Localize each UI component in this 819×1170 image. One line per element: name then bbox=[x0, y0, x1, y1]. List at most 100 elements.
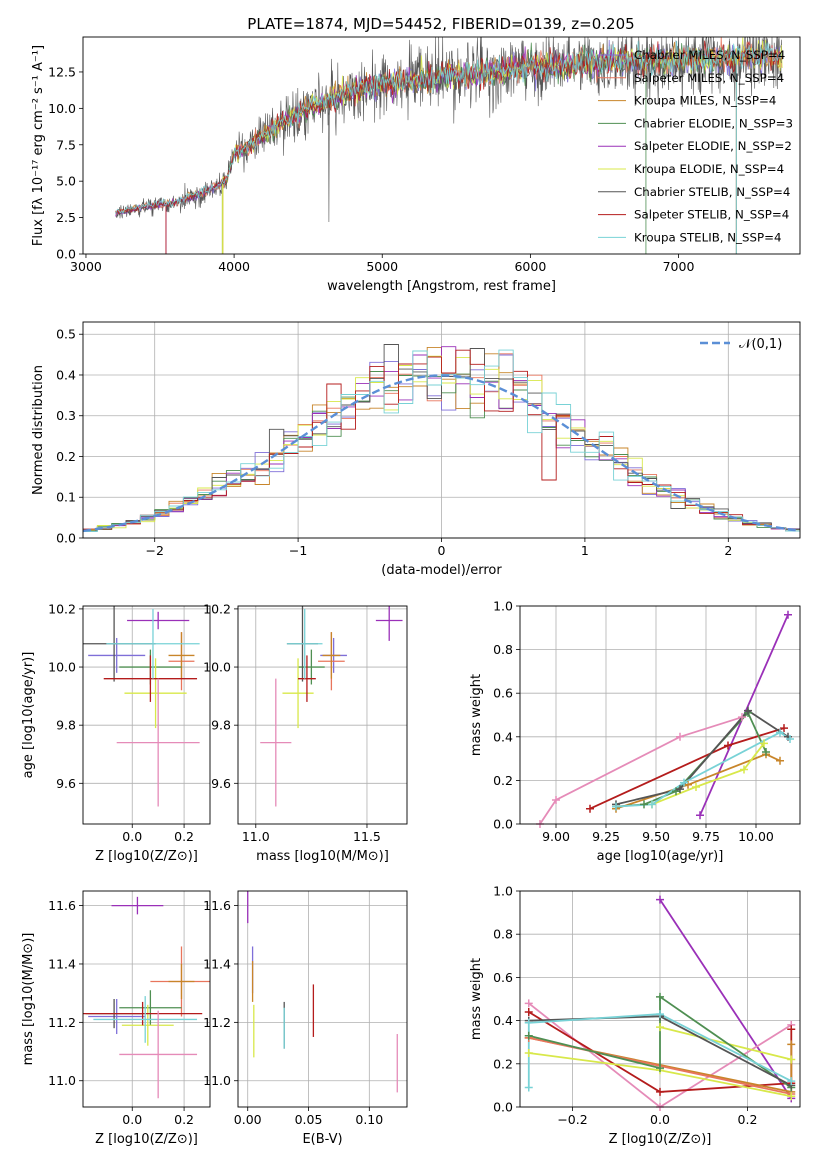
model-spectrum-line bbox=[115, 40, 782, 215]
panel-spectrum: 3000 4000 5000 6000 7000 0.0 2.5 5.0 7.5 10.0 12.5… bbox=[31, 36, 801, 294]
weight-point-marker bbox=[787, 1055, 796, 1064]
axes-frame bbox=[237, 890, 408, 1108]
weight-point-marker bbox=[787, 1025, 796, 1034]
panel-mass_vs_EBV: 0.00 0.05 0.10 11.0 11.2 11.4 11.6 E(B-V) bbox=[203, 890, 408, 1147]
residuals-x-axis-label: (data-model)/error bbox=[381, 563, 502, 578]
age_vs_mass-x-axis-label: mass [log10(M/M⊙)] bbox=[256, 849, 389, 864]
weight-point-marker bbox=[776, 728, 784, 737]
legend-entry-label: Kroupa STELIB, N_SSP=4 bbox=[634, 230, 781, 244]
age_vs_Z-x-tick-label: 0.2 bbox=[174, 829, 194, 844]
mass_vs_EBV-y-tick-label: 11.0 bbox=[203, 1073, 231, 1088]
age_vs_mass-gridlines bbox=[238, 606, 407, 824]
spectrum-y-tick-label: 12.5 bbox=[48, 64, 76, 79]
weight-series-line bbox=[615, 709, 789, 806]
residuals-y-tick-label: 0.2 bbox=[56, 449, 76, 464]
weight_vs_age-x-tick-label: 9.75 bbox=[692, 829, 720, 844]
axes-frame bbox=[519, 605, 801, 825]
weight_vs_age-x-axis-label: age [log10(age/yr)] bbox=[597, 849, 724, 864]
weight-point-marker bbox=[787, 1077, 796, 1086]
weight_vs_Z-y-tick-label: 0.2 bbox=[493, 1056, 513, 1071]
weight_vs_age-x-tick-label: 9.50 bbox=[642, 829, 670, 844]
mass_vs_Z-y-axis-label: mass [log10(M/M⊙)] bbox=[21, 933, 36, 1066]
axes-frame bbox=[519, 890, 801, 1108]
weight-point-marker bbox=[762, 748, 770, 757]
weight-point-marker bbox=[612, 802, 620, 811]
weight_vs_age-y-tick-label: 0.0 bbox=[493, 817, 513, 832]
weight_vs_Z-y-tick-label: 0.8 bbox=[493, 927, 513, 942]
weight-point-marker bbox=[740, 765, 748, 774]
weight_vs_age-x-tick-label: 9.25 bbox=[592, 829, 620, 844]
weight-point-marker bbox=[784, 610, 792, 619]
spectrum-y-tick-label: 0.0 bbox=[56, 247, 76, 262]
spectrum-x-axis-label: wavelength [Angstrom, rest frame] bbox=[327, 279, 556, 294]
age_vs_Z-y-tick-label: 9.6 bbox=[56, 776, 76, 791]
legend-entry-label: Kroupa ELODIE, N_SSP=4 bbox=[634, 162, 784, 176]
weight_vs_Z-y-tick-label: 1.0 bbox=[493, 884, 513, 899]
weight-point-marker bbox=[552, 796, 560, 805]
spectrum-y-tick-label: 10.0 bbox=[48, 101, 76, 116]
axes-frame bbox=[82, 605, 211, 825]
axes-frame bbox=[82, 890, 211, 1108]
weight-point-marker bbox=[524, 1031, 533, 1040]
model-spectrum-line bbox=[115, 40, 782, 215]
weight-point-marker bbox=[648, 800, 656, 809]
weight_vs_Z-x-tick-label: −0.2 bbox=[557, 1112, 587, 1127]
weight-series-line bbox=[528, 995, 792, 1089]
weight-point-marker bbox=[738, 713, 746, 722]
figure-title: PLATE=1874, MJD=54452, FIBERID=0139, z=0… bbox=[247, 15, 634, 33]
residuals-y-tick-label: 0.4 bbox=[56, 367, 76, 382]
weight-point-marker bbox=[656, 992, 664, 1001]
weight-point-marker bbox=[656, 1010, 664, 1019]
age_vs_Z-y-tick-label: 10.0 bbox=[48, 660, 76, 675]
panels: 3000 4000 5000 6000 70000.02.55.07.510.012.5… bbox=[21, 36, 801, 1147]
weight-series-line bbox=[659, 899, 793, 1099]
age_vs_Z-y-tick-label: 10.2 bbox=[48, 601, 76, 616]
weight-point-marker bbox=[640, 800, 648, 809]
residuals-x-tick-label: 2 bbox=[724, 543, 732, 558]
age_vs_Z-y-axis-label: age [log10(age/yr)] bbox=[21, 652, 36, 779]
weight_vs_Z-y-tick-label: 0.0 bbox=[493, 1100, 513, 1115]
weight_vs_age-y-tick-label: 1.0 bbox=[493, 599, 513, 614]
legend-entry-label: Salpeter ELODIE, N_SSP=2 bbox=[634, 139, 792, 153]
legend-entry-label: Chabrier STELIB, N_SSP=4 bbox=[634, 185, 790, 199]
weight-point-marker bbox=[680, 778, 688, 787]
weight-point-marker bbox=[656, 1064, 664, 1073]
normal-reference-curve bbox=[83, 374, 800, 533]
weight-series-line bbox=[651, 742, 765, 806]
residuals-y-tick-label: 0.0 bbox=[56, 531, 76, 546]
mass_vs_EBV-x-axis-label: E(B-V) bbox=[302, 1132, 342, 1147]
residual-histogram-series bbox=[83, 344, 800, 532]
weight-point-marker bbox=[656, 1087, 664, 1096]
weight-point-marker bbox=[586, 804, 594, 813]
weight-point-marker bbox=[524, 1049, 533, 1057]
weight-point-marker bbox=[656, 1023, 664, 1032]
spectrum-plot-area bbox=[115, 37, 783, 254]
age_vs_mass-plot-area bbox=[260, 606, 403, 807]
weight-series-line bbox=[615, 753, 781, 810]
spectrum-y-tick-label: 2.5 bbox=[56, 210, 76, 225]
spectrum-x-tick-label: 6000 bbox=[514, 259, 546, 274]
residuals-x-tick-label: −1 bbox=[289, 543, 307, 558]
weight-point-marker bbox=[696, 811, 704, 820]
weight_vs_Z-x-tick-label: 0.2 bbox=[738, 1112, 758, 1127]
axes-frame bbox=[82, 321, 801, 539]
weight-point-marker bbox=[692, 782, 700, 791]
weight-point-marker bbox=[676, 732, 684, 741]
residuals-y-tick-label: 0.3 bbox=[56, 408, 76, 423]
weight_vs_Z-x-tick-label: 0.0 bbox=[650, 1112, 670, 1127]
weight_vs_Z-y-axis-label: mass weight bbox=[469, 958, 484, 1040]
age_vs_Z-gridlines bbox=[83, 606, 210, 824]
residuals-plot-area bbox=[83, 344, 800, 533]
age_vs_mass-y-tick-label: 10.0 bbox=[203, 660, 231, 675]
weight-series-line bbox=[539, 716, 743, 824]
weight-point-marker bbox=[780, 724, 788, 733]
age_vs_mass-x-tick-label: 11.5 bbox=[353, 829, 381, 844]
weight_vs_age-y-tick-label: 0.2 bbox=[493, 773, 513, 788]
panel-weight_vs_Z: −0.2 0.0 0.2 0.0 0.2 0.4 0.6 0.8 1.0 Z [log10(Z/Z… bbox=[469, 884, 801, 1147]
panel-age_vs_mass: 11.0 11.5 9.6 9.8 10.0 10.2 mass [log10(M/M⊙)] bbox=[203, 601, 408, 864]
legend-entry-label: Salpeter STELIB, N_SSP=4 bbox=[634, 208, 789, 222]
mass_vs_EBV-x-tick-label: 0.00 bbox=[234, 1112, 262, 1127]
age_vs_Z-x-tick-label: 0.0 bbox=[122, 829, 142, 844]
spectrum-x-tick-label: 7000 bbox=[663, 259, 695, 274]
